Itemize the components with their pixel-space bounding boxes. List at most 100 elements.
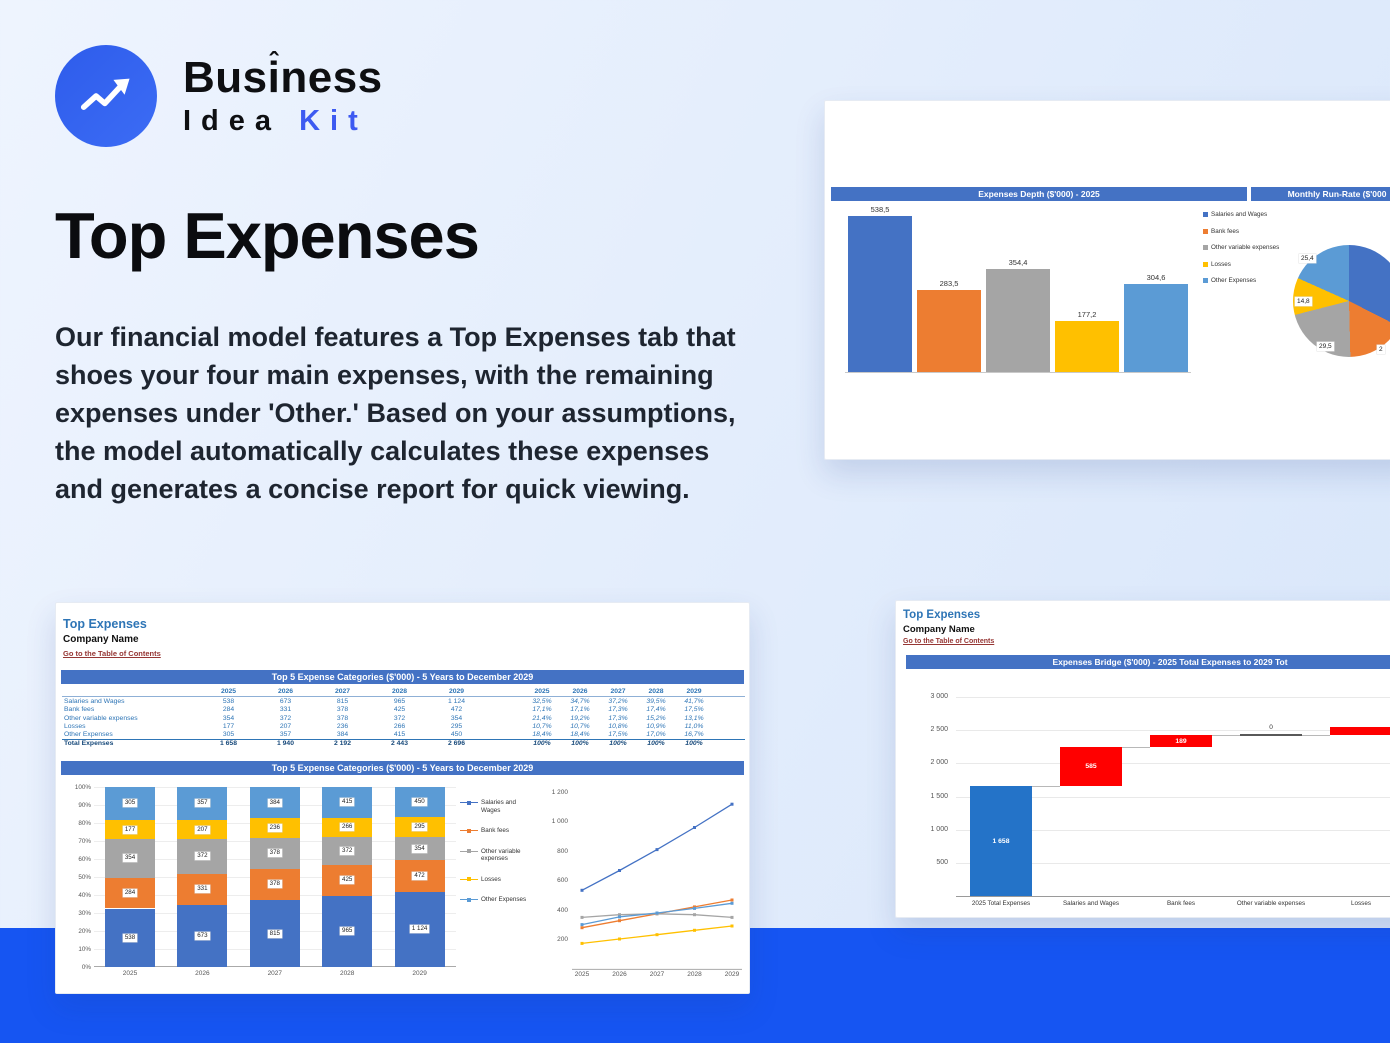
table-row: Total Expenses 1 658 1 940 2 192 2 443 2 696 1…: [62, 739, 745, 747]
legend-marker: [460, 896, 478, 903]
year-header: 2028: [648, 688, 664, 695]
stack-segment: [394, 787, 445, 818]
data-point-marker: [580, 941, 584, 945]
y-axis-label: 3 000: [930, 693, 948, 701]
value-cell: 266: [393, 722, 406, 730]
pct-cell: 15,2%: [646, 714, 666, 722]
runrate-pie-chart: 25,4 14,8 29,5 2: [1293, 245, 1390, 357]
legend-swatch: [1203, 245, 1208, 250]
pct-cell: 37,2%: [608, 698, 628, 705]
y-axis-label: 70%: [78, 837, 91, 845]
report-title: Top Expenses: [63, 617, 147, 631]
x-axis-label: Bank fees: [1166, 900, 1195, 907]
data-point-marker: [693, 906, 696, 910]
pct-cell: 16,7%: [684, 731, 704, 739]
connector-line: [1212, 734, 1240, 736]
legend-label: Other variable expenses: [481, 847, 521, 863]
x-axis-label: 2025 Total Expenses: [971, 900, 1031, 907]
spacer: [485, 687, 523, 696]
bar-value-label: 0: [1269, 723, 1273, 731]
year-header: 2029: [686, 688, 702, 695]
pct-cell: 19,2%: [570, 714, 590, 722]
year-header: 2027: [610, 688, 626, 695]
data-point-marker: [693, 826, 696, 829]
y-axis-label: 2 500: [930, 726, 948, 734]
stack-segment: [394, 836, 445, 861]
data-point-marker: [580, 915, 584, 919]
value-cell: 177: [222, 722, 235, 730]
legend-swatch: [467, 877, 471, 881]
pct-cell: 18,4%: [532, 731, 552, 739]
pie-data-label: 29,5: [1317, 342, 1334, 351]
stack-segment: [249, 818, 300, 838]
y-axis-label: 90%: [78, 801, 91, 809]
value-cell: 284: [222, 706, 235, 714]
legend-item: Salaries and Wages: [1203, 211, 1287, 219]
pct-cell: 34,7%: [570, 698, 590, 705]
legend-swatch: [467, 897, 471, 902]
pct-cell: 10,8%: [608, 722, 628, 730]
pct-cell: 17,3%: [608, 706, 628, 714]
legend-label: Other Expenses: [1211, 277, 1257, 284]
y-axis-label: 20%: [78, 927, 91, 935]
legend-label: Salaries and Wages: [1211, 211, 1268, 218]
value-cell: 384: [336, 731, 349, 739]
value-cell: 450: [450, 731, 463, 739]
spacer: [485, 715, 523, 723]
row-label: Other Expenses: [64, 731, 113, 739]
legend-label: Bank fees: [481, 827, 510, 834]
legend-swatch: [1203, 228, 1208, 234]
table-header-row: 2025 2026 2027 2028 2029 2025 2026 2027 2028 2029: [62, 687, 745, 697]
value-cell: 378: [336, 714, 349, 722]
legend-label: Bank fees: [1211, 227, 1240, 235]
value-cell: 472: [450, 706, 463, 714]
logo-caret: ˆ: [269, 47, 279, 78]
value-cell: 1 658: [219, 740, 237, 748]
legend-item: Losses: [1203, 261, 1287, 269]
depth-bar-chart: 538,5 283,5 354,4 177,2 304,6: [845, 205, 1191, 373]
depth-bar: [1124, 284, 1188, 372]
page-description: Our financial model features a Top Expen…: [55, 322, 736, 504]
bridge-bar: [1330, 726, 1390, 735]
data-point-marker: [618, 869, 621, 872]
spacer: [485, 723, 523, 731]
report-screenshot-card: Top Expenses Company Name Go to the Tabl…: [55, 602, 750, 994]
depth-screenshot-card: Expenses Depth ($'000) - 2025 Monthly Ru…: [824, 100, 1390, 460]
year-header: 2025: [534, 688, 550, 695]
data-point-marker: [580, 923, 584, 927]
year-header: 2027: [334, 688, 351, 695]
stack-segment: [177, 819, 228, 840]
x-axis-label: 2025: [122, 970, 138, 977]
year-header: 2025: [220, 688, 237, 695]
table-row: Other variable expenses 354 372 378 372 354 21…: [62, 715, 745, 723]
section-header-table: Top 5 Expense Categories ($'000) - 5 Yea…: [61, 670, 744, 684]
legend-swatch: [467, 828, 471, 833]
connector-line: [1302, 734, 1330, 736]
depth-bar: [1055, 321, 1119, 372]
x-axis-label: Other variable expenses: [1236, 900, 1306, 907]
toc-link[interactable]: Go to the Table of Contents: [63, 649, 161, 658]
pct-cell: 17,1%: [570, 706, 590, 714]
year-header: 2026: [277, 688, 294, 695]
bridge-bar: 189: [1150, 734, 1212, 748]
value-cell: 2 696: [447, 740, 465, 748]
pct-cell: 17,5%: [684, 706, 704, 714]
pct-cell: 11,0%: [684, 722, 704, 730]
stack-segment: [322, 817, 373, 838]
value-cell: 354: [222, 714, 235, 722]
stack-segment: [177, 873, 228, 905]
data-point-marker: [730, 898, 734, 902]
stack-segment: [394, 891, 445, 967]
row-label: Losses: [64, 722, 86, 730]
bridge-chart-title: Expenses Bridge ($'000) - 2025 Total Exp…: [906, 655, 1390, 669]
depth-chart-title: Expenses Depth ($'000) - 2025: [831, 187, 1247, 201]
value-cell: 305: [222, 731, 235, 739]
legend-item: Bank fees: [460, 827, 534, 835]
logo-wordmark: Busi ˆ ness: [183, 47, 383, 101]
value-cell: 2 192: [333, 740, 351, 748]
pct-cell: 17,3%: [608, 714, 628, 722]
spacer: [485, 731, 523, 739]
toc-link[interactable]: Go to the Table of Contents: [903, 638, 995, 645]
value-cell: 1 940: [276, 740, 294, 748]
stack-segment: [249, 837, 300, 869]
